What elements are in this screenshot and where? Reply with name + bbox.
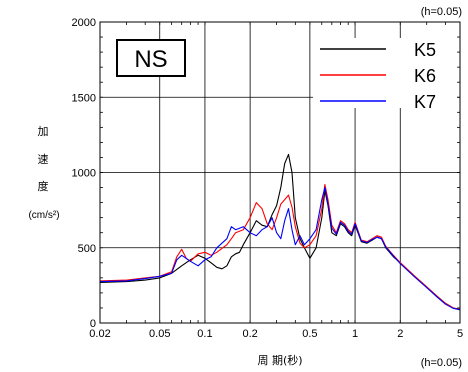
y-tick-label: 2000 [72,17,96,29]
y-tick-label: 500 [78,243,96,255]
y-tick-label: 0 [90,318,96,330]
x-tick-label: 0.1 [197,328,212,340]
x-tick-label: 0.2 [242,328,257,340]
x-tick-label: 2 [397,328,403,340]
y-tick-label: 1000 [72,168,96,180]
y-axis-label-char-3: 度 [38,179,49,193]
y-axis-unit: (cm/s²) [28,210,59,221]
series-line-k7 [99,186,461,311]
legend-label-k6: K6 [414,66,436,86]
y-tick-label: 1500 [72,92,96,104]
legend-label-k7: K7 [414,92,436,112]
x-tick-label: 0.05 [149,328,170,340]
series-layer [99,153,461,311]
x-tick-label: 0.02 [89,328,110,340]
x-tick-label: 5 [457,328,463,340]
component-label-box: NS [116,39,186,77]
x-tick-label: 0.5 [302,328,317,340]
x-tick-label: 1 [352,328,358,340]
y-axis-label-char-2: 速 [38,153,49,166]
component-label: NS [134,46,167,73]
series-line-k6 [99,183,461,311]
annotation-bottom-right: (h=0.05) [421,357,462,369]
annotation-top-right: (h=0.05) [421,6,462,18]
x-axis-label: 周 期(秒) [257,353,302,367]
ticks: 0.02 0.05 0.1 0.2 0.5 1 2 5 0 500 1000 1500 2000 [72,17,464,340]
legend: K5 K6 K7 [313,38,457,112]
y-axis-label-char-1: 加 [38,125,49,138]
legend-label-k5: K5 [414,40,436,60]
series-line-k5 [99,153,461,311]
